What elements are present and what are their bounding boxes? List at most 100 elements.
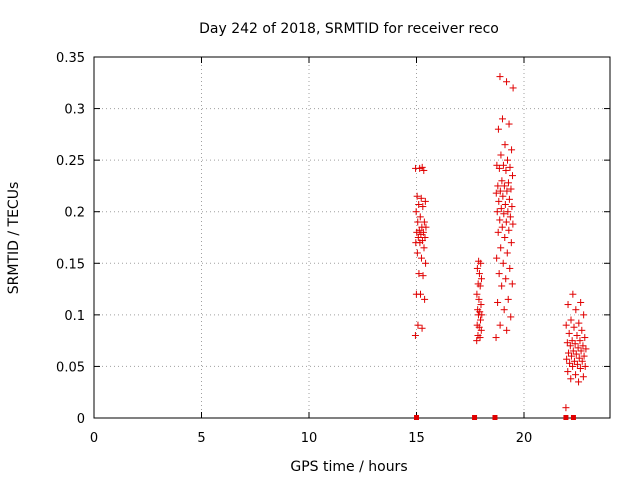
data-point bbox=[581, 334, 589, 342]
data-point bbox=[577, 347, 585, 355]
data-point bbox=[497, 244, 505, 252]
data-point bbox=[509, 172, 517, 180]
data-point bbox=[573, 331, 581, 339]
data-point bbox=[494, 125, 502, 133]
data-point bbox=[563, 355, 571, 363]
x-tick-label: 0 bbox=[90, 431, 98, 446]
data-point bbox=[415, 200, 423, 208]
data-point bbox=[503, 78, 511, 86]
data-point bbox=[503, 187, 511, 195]
data-point bbox=[473, 290, 481, 298]
data-point bbox=[566, 342, 574, 350]
data-point bbox=[414, 321, 422, 329]
data-point bbox=[564, 349, 572, 357]
data-point bbox=[574, 344, 582, 352]
data-point bbox=[506, 213, 514, 221]
data-point bbox=[578, 326, 586, 334]
x-tick-label: 20 bbox=[516, 431, 533, 446]
data-point bbox=[412, 290, 420, 298]
data-point bbox=[501, 200, 509, 208]
data-point bbox=[498, 115, 506, 123]
data-point bbox=[582, 345, 590, 353]
data-point bbox=[570, 357, 578, 365]
x-tick-label: 5 bbox=[197, 431, 205, 446]
data-point bbox=[506, 163, 514, 171]
data-point bbox=[505, 120, 513, 128]
zero-marker bbox=[492, 415, 498, 420]
data-point bbox=[493, 254, 501, 262]
data-point bbox=[498, 177, 506, 185]
y-tick-label: 0.1 bbox=[64, 309, 85, 324]
data-point bbox=[501, 141, 509, 149]
data-point bbox=[496, 321, 504, 329]
data-point bbox=[418, 163, 426, 171]
data-point bbox=[473, 321, 481, 329]
zero-marker bbox=[563, 415, 569, 420]
data-point bbox=[581, 362, 589, 370]
data-point bbox=[418, 223, 426, 231]
chart-title: Day 242 of 2018, SRMTID for receiver rec… bbox=[199, 21, 499, 37]
data-point bbox=[493, 208, 501, 216]
data-point bbox=[575, 378, 583, 386]
data-point bbox=[494, 228, 502, 236]
data-point bbox=[474, 331, 482, 339]
y-tick-label: 0.25 bbox=[56, 154, 85, 169]
data-point bbox=[417, 254, 425, 262]
data-point bbox=[504, 208, 512, 216]
data-point bbox=[419, 272, 427, 280]
data-point bbox=[569, 362, 577, 370]
data-point bbox=[503, 156, 511, 164]
y-tick-label: 0 bbox=[77, 412, 85, 427]
data-point bbox=[495, 270, 503, 278]
data-point bbox=[416, 213, 424, 221]
data-point bbox=[507, 313, 515, 321]
data-point bbox=[474, 306, 482, 314]
data-point bbox=[419, 203, 427, 211]
data-point bbox=[508, 146, 516, 154]
data-point bbox=[421, 234, 429, 241]
data-point bbox=[420, 218, 428, 226]
y-tick-label: 0.15 bbox=[56, 257, 85, 272]
plot-frame bbox=[93, 56, 611, 419]
data-point bbox=[497, 205, 505, 213]
data-point bbox=[477, 301, 485, 309]
data-point bbox=[419, 228, 427, 236]
data-point bbox=[507, 239, 515, 247]
data-point bbox=[473, 337, 481, 345]
data-point bbox=[477, 275, 485, 283]
data-point bbox=[502, 275, 510, 283]
data-point bbox=[412, 164, 420, 172]
grid bbox=[94, 57, 610, 418]
data-point bbox=[571, 340, 579, 348]
data-point bbox=[475, 257, 483, 265]
data-point bbox=[498, 282, 506, 290]
data-point bbox=[413, 192, 421, 200]
data-point bbox=[502, 218, 510, 226]
data-point bbox=[421, 295, 429, 303]
data-point bbox=[573, 360, 581, 368]
data-point bbox=[509, 84, 517, 92]
data-point bbox=[415, 270, 423, 278]
data-point bbox=[508, 203, 516, 211]
data-point bbox=[420, 166, 428, 174]
data-point bbox=[577, 298, 585, 306]
data-point bbox=[567, 316, 575, 324]
data-point bbox=[570, 323, 578, 331]
data-point bbox=[496, 73, 504, 81]
data-point bbox=[562, 321, 570, 329]
data-point bbox=[567, 375, 575, 383]
data-point bbox=[566, 359, 574, 367]
data-point bbox=[579, 342, 587, 350]
data-point bbox=[501, 234, 509, 241]
data-point bbox=[475, 295, 483, 303]
data-point bbox=[505, 226, 513, 234]
x-tick-label: 10 bbox=[301, 431, 318, 446]
data-point bbox=[504, 295, 512, 303]
data-point bbox=[504, 179, 512, 187]
data-point bbox=[567, 352, 575, 360]
data-point bbox=[500, 210, 508, 218]
data-point bbox=[492, 189, 500, 197]
data-point bbox=[499, 192, 507, 200]
data-point bbox=[411, 331, 419, 339]
